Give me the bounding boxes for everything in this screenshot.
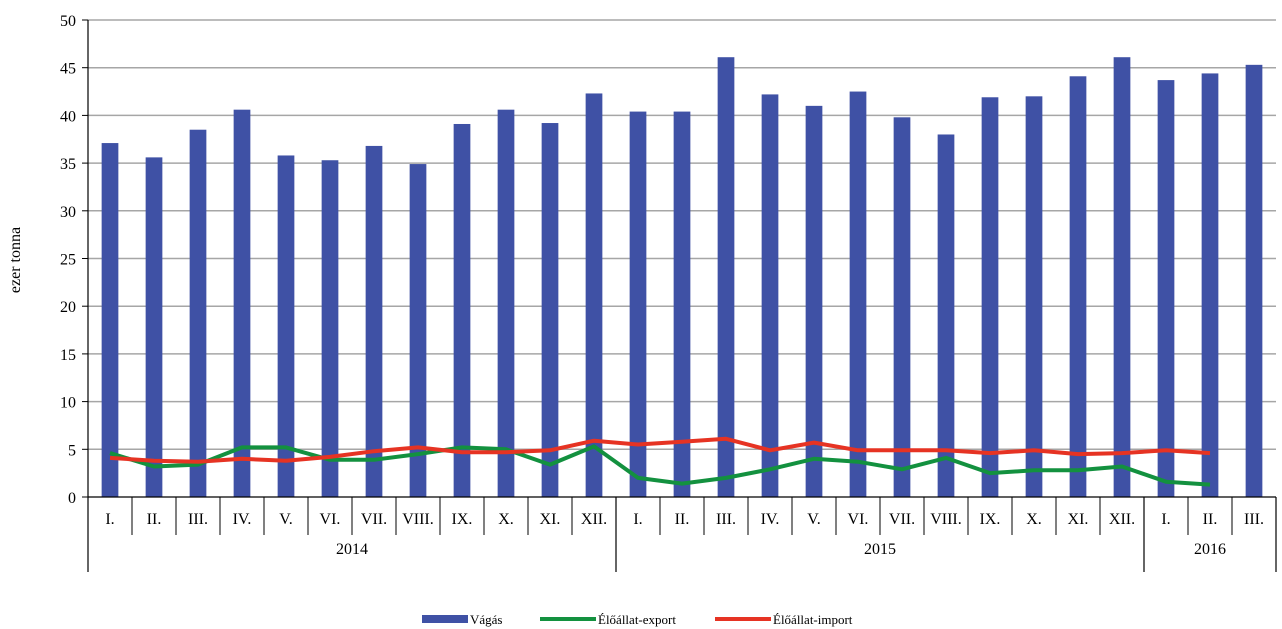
y-tick-label: 20	[60, 299, 76, 316]
y-tick-label: 25	[60, 252, 76, 269]
y-tick-label: 35	[60, 156, 76, 173]
month-label: VII.	[889, 511, 915, 528]
bar-vagas	[981, 97, 999, 498]
series-lines	[109, 436, 1211, 487]
bar-vagas	[409, 164, 427, 497]
month-label: XII.	[581, 511, 607, 528]
y-tick-label: 10	[60, 395, 76, 412]
month-label: IX.	[980, 511, 1001, 528]
legend-label: Élőállat-export	[598, 612, 676, 627]
bar-vagas	[277, 155, 295, 497]
y-tick-label: 30	[60, 204, 76, 221]
bar-vagas	[717, 57, 735, 498]
y-tick-label: 15	[60, 347, 76, 364]
bar-vagas	[233, 109, 251, 498]
month-label: VIII.	[402, 511, 434, 528]
year-label: 2015	[864, 541, 896, 558]
bar-vagas	[497, 109, 515, 498]
month-label: XI.	[540, 511, 561, 528]
bar-vagas	[629, 111, 647, 498]
month-label: VI.	[320, 511, 341, 528]
month-label: V.	[807, 511, 821, 528]
y-axis-label: ezer tonna	[7, 227, 24, 293]
bar-vagas	[937, 134, 955, 498]
y-tick-label: 0	[68, 490, 76, 507]
month-label: III.	[188, 511, 208, 528]
year-label: 2014	[336, 541, 368, 558]
bar-vagas	[1201, 73, 1219, 497]
bar-vagas	[673, 111, 691, 498]
y-tick-label: 45	[60, 61, 76, 78]
bar-vagas	[365, 145, 383, 498]
month-label: III.	[716, 511, 736, 528]
bar-vagas	[1245, 64, 1263, 497]
year-label: 2016	[1194, 541, 1226, 558]
y-tick-labels: 0 5 10 15 20 25 30 35 40 45 50	[60, 13, 76, 507]
bar-vagas	[849, 91, 867, 498]
month-label: II.	[675, 511, 690, 528]
month-label: X.	[1026, 511, 1042, 528]
month-label: III.	[1244, 511, 1264, 528]
month-label: VIII.	[930, 511, 962, 528]
legend-label: Vágás	[470, 612, 503, 627]
line-elollat-import	[109, 436, 1211, 464]
y-tick-label: 40	[60, 108, 76, 125]
month-label: XI.	[1068, 511, 1089, 528]
bar-vagas	[893, 117, 911, 498]
month-label: IV.	[761, 511, 780, 528]
bar-vagas	[585, 93, 603, 497]
bar-vagas	[541, 123, 559, 498]
legend-item-import: Élőállat-import	[715, 612, 853, 627]
bar-vagas	[761, 94, 779, 498]
bar-vagas	[321, 160, 339, 497]
bar-vagas	[145, 157, 163, 497]
legend-swatch	[422, 615, 468, 623]
y-tick-label: 50	[60, 13, 76, 30]
month-label: IX.	[452, 511, 473, 528]
line-elollat-export	[109, 444, 1211, 487]
bar-vagas	[1113, 57, 1131, 498]
bar-vagas	[101, 143, 119, 498]
month-label: V.	[279, 511, 293, 528]
y-tick-label: 5	[68, 442, 76, 459]
axes	[82, 19, 1277, 572]
legend-item-export: Élőállat-export	[540, 612, 676, 627]
legend-item-vagas: Vágás	[422, 612, 503, 627]
legend-label: Élőállat-import	[773, 612, 853, 627]
month-label: I.	[633, 511, 642, 528]
bar-vagas	[1025, 96, 1043, 497]
month-label: VI.	[848, 511, 869, 528]
month-label: VII.	[361, 511, 387, 528]
month-label: II.	[1203, 511, 1218, 528]
x-axis-labels: I. II. III. IV. V. VI. VII. VIII. IX. X. XI. XII. I.…	[105, 511, 1264, 558]
bar-vagas	[1157, 80, 1175, 498]
month-label: XII.	[1109, 511, 1135, 528]
month-label: II.	[147, 511, 162, 528]
bar-vagas	[1069, 76, 1087, 497]
month-label: I.	[105, 511, 114, 528]
bar-vagas	[189, 129, 207, 497]
month-label: X.	[498, 511, 514, 528]
bar-vagas	[805, 105, 823, 498]
bars-vagas	[101, 57, 1263, 498]
bar-vagas	[453, 123, 471, 498]
legend: Vágás Élőállat-export Élőállat-import	[422, 612, 853, 627]
month-label: I.	[1161, 511, 1170, 528]
month-label: IV.	[233, 511, 252, 528]
